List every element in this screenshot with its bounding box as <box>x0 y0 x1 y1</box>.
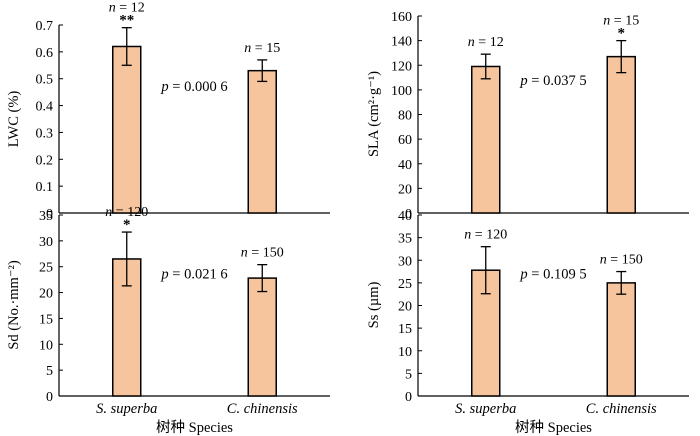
panel-4-y-tick-label: 40 <box>398 209 412 224</box>
panel-1-significance-1: ** <box>119 13 134 29</box>
panel-4-y-tick-label: 30 <box>398 254 412 269</box>
panel-2-y-tick-label: 40 <box>398 158 412 173</box>
panel-3-y-tick-label: 10 <box>39 338 53 353</box>
panel-2-y-tick-label: 160 <box>391 10 412 25</box>
panel-4-y-axis-title: Ss (µm) <box>366 282 382 329</box>
panel-3-y-tick-label: 0 <box>46 390 53 405</box>
panel-2-y-tick-label: 140 <box>391 35 412 50</box>
panel-2-sample-size-2: n = 15 <box>603 14 639 29</box>
panel-2-y-tick-label: 120 <box>391 59 412 74</box>
panel-2-y-tick-label: 0 <box>405 207 412 222</box>
panel-4-sample-size-2: n = 150 <box>600 253 643 268</box>
panel-3-significance-1: * <box>123 217 131 233</box>
panel-4-bar-2 <box>606 282 636 397</box>
panel-3-x-axis-title: 树种 Species <box>156 419 233 436</box>
panel-4-y-tick-label: 25 <box>398 277 412 292</box>
panel-2-significance-2: * <box>618 26 626 42</box>
panel-4-category-label-2: C. chinensis <box>586 401 657 417</box>
panel-3-y-tick-label: 15 <box>39 312 53 327</box>
panel-1-y-tick-label: 0 <box>46 207 53 222</box>
panel-3-category-label-2: C. chinensis <box>227 401 298 417</box>
panel-2-y-tick-label: 60 <box>398 133 412 148</box>
panel-4-p-value: p = 0.109 5 <box>519 266 586 282</box>
panel-3-bar-2 <box>247 277 277 397</box>
panel-1-sample-size-1: n = 12 <box>109 1 145 16</box>
panel-3-y-tick-label: 30 <box>39 235 53 250</box>
panel-4-y-tick-label: 15 <box>398 322 412 337</box>
panel-4-x-axis-title: 树种 Species <box>515 419 592 436</box>
panel-4-y-tick-label: 20 <box>398 300 412 315</box>
panel-4-sample-size-1: n = 120 <box>464 228 507 243</box>
panel-1-bar-2 <box>247 69 277 214</box>
panel-1-p-value: p = 0.000 6 <box>160 79 227 95</box>
panel-4-y-tick-label: 5 <box>405 367 412 382</box>
panel-3-y-axis-title: Sd (No.·mm⁻²) <box>6 260 22 350</box>
panel-4-category-label-1: S. superba <box>455 401 516 417</box>
panel-1-y-tick-label: 0.5 <box>36 73 54 88</box>
panel-4-y-tick-label: 35 <box>398 232 412 247</box>
panel-1-bar-1 <box>112 45 142 214</box>
panel-2-bar-1 <box>471 65 501 214</box>
panel-2-y-axis-title: SLA (cm²·g⁻¹) <box>366 71 382 157</box>
panel-4-y-tick-label: 10 <box>398 345 412 360</box>
panel-2-y-tick-label: 100 <box>391 84 412 99</box>
panel-1-y-tick-label: 0.3 <box>36 126 54 141</box>
panel-2-y-tick-label: 80 <box>398 109 412 124</box>
panel-1-y-tick-label: 0.2 <box>36 153 54 168</box>
panel-1-y-tick-label: 0.7 <box>36 19 54 34</box>
panel-2-sample-size-1: n = 12 <box>468 35 504 50</box>
panel-1-y-tick-label: 0.1 <box>36 180 54 195</box>
panel-3-p-value: p = 0.021 6 <box>160 266 227 282</box>
panel-1-y-axis-title: LWC (%) <box>6 91 22 148</box>
panel-2-bar-2 <box>606 55 636 214</box>
panel-1-sample-size-2: n = 15 <box>244 41 280 56</box>
panel-1-y-tick-label: 0.6 <box>36 46 54 61</box>
panel-3-category-label-1: S. superba <box>96 401 157 417</box>
panel-2-y-tick-label: 20 <box>398 182 412 197</box>
panel-4-y-tick-label: 0 <box>405 390 412 405</box>
panel-1-y-tick-label: 0.4 <box>36 100 54 115</box>
panel-3-sample-size-1: n = 120 <box>105 205 148 220</box>
panel-3-y-tick-label: 20 <box>39 287 53 302</box>
panel-3-sample-size-2: n = 150 <box>241 246 284 261</box>
panel-2-p-value: p = 0.037 5 <box>519 73 586 89</box>
panel-3-y-tick-label: 25 <box>39 261 53 276</box>
panel-3-y-tick-label: 35 <box>39 209 53 224</box>
panel-3-y-tick-label: 5 <box>46 364 53 379</box>
